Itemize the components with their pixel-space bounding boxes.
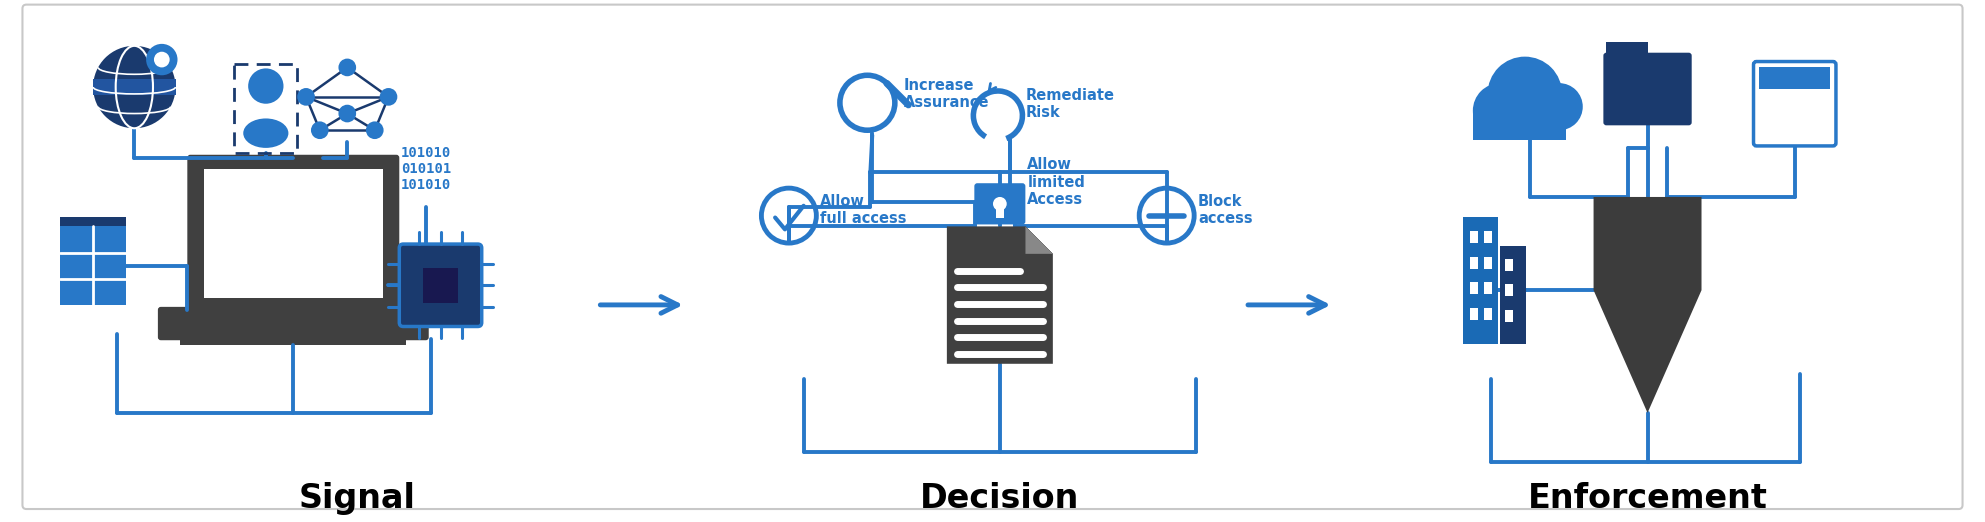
Polygon shape <box>1026 227 1052 254</box>
Bar <box>93 79 175 95</box>
Bar <box>1606 42 1648 57</box>
Circle shape <box>93 46 175 128</box>
Circle shape <box>147 44 177 75</box>
Bar <box>996 208 1004 218</box>
Bar <box>1483 257 1491 269</box>
Bar <box>60 227 127 305</box>
Circle shape <box>992 197 1006 211</box>
FancyBboxPatch shape <box>187 155 399 313</box>
Text: Signal: Signal <box>298 481 415 515</box>
Bar <box>1505 310 1513 322</box>
Bar <box>181 337 407 345</box>
Circle shape <box>1536 83 1582 130</box>
Circle shape <box>298 88 316 105</box>
Bar <box>204 170 383 298</box>
Circle shape <box>379 88 397 105</box>
Bar <box>1483 231 1491 243</box>
FancyBboxPatch shape <box>975 183 1026 224</box>
Bar <box>1471 308 1477 319</box>
Bar <box>234 65 298 153</box>
FancyBboxPatch shape <box>399 244 482 326</box>
Bar <box>1463 217 1499 344</box>
Text: Block
access: Block access <box>1199 194 1253 226</box>
FancyBboxPatch shape <box>159 307 429 340</box>
Text: Allow
full access: Allow full access <box>820 194 907 226</box>
Text: 101010
010101
101010: 101010 010101 101010 <box>401 146 451 192</box>
Text: Decision: Decision <box>921 481 1080 515</box>
Text: Increase
Assurance: Increase Assurance <box>903 78 989 110</box>
Bar <box>423 268 459 303</box>
Bar <box>1473 111 1566 140</box>
Bar <box>1501 246 1526 344</box>
Text: Remediate
Risk: Remediate Risk <box>1026 88 1114 120</box>
Circle shape <box>312 122 330 139</box>
Circle shape <box>339 58 355 76</box>
Bar <box>1483 282 1491 294</box>
Circle shape <box>248 68 284 104</box>
FancyBboxPatch shape <box>1753 62 1836 146</box>
FancyBboxPatch shape <box>1604 53 1691 125</box>
Polygon shape <box>1594 197 1701 413</box>
Text: Allow
limited
Access: Allow limited Access <box>1028 157 1086 207</box>
Bar <box>1759 67 1830 89</box>
Circle shape <box>1473 83 1528 138</box>
Bar <box>1471 282 1477 294</box>
Bar <box>60 217 127 227</box>
Bar <box>1471 257 1477 269</box>
Circle shape <box>155 52 169 67</box>
Circle shape <box>339 105 355 122</box>
FancyBboxPatch shape <box>22 5 1963 509</box>
Polygon shape <box>1026 227 1052 254</box>
Ellipse shape <box>244 118 288 148</box>
Circle shape <box>365 122 383 139</box>
Text: Enforcement: Enforcement <box>1528 481 1767 515</box>
Bar <box>1471 231 1477 243</box>
Polygon shape <box>947 227 1052 364</box>
Bar <box>1505 284 1513 296</box>
Bar <box>1483 308 1491 319</box>
Bar <box>1505 259 1513 270</box>
Circle shape <box>1487 56 1562 131</box>
